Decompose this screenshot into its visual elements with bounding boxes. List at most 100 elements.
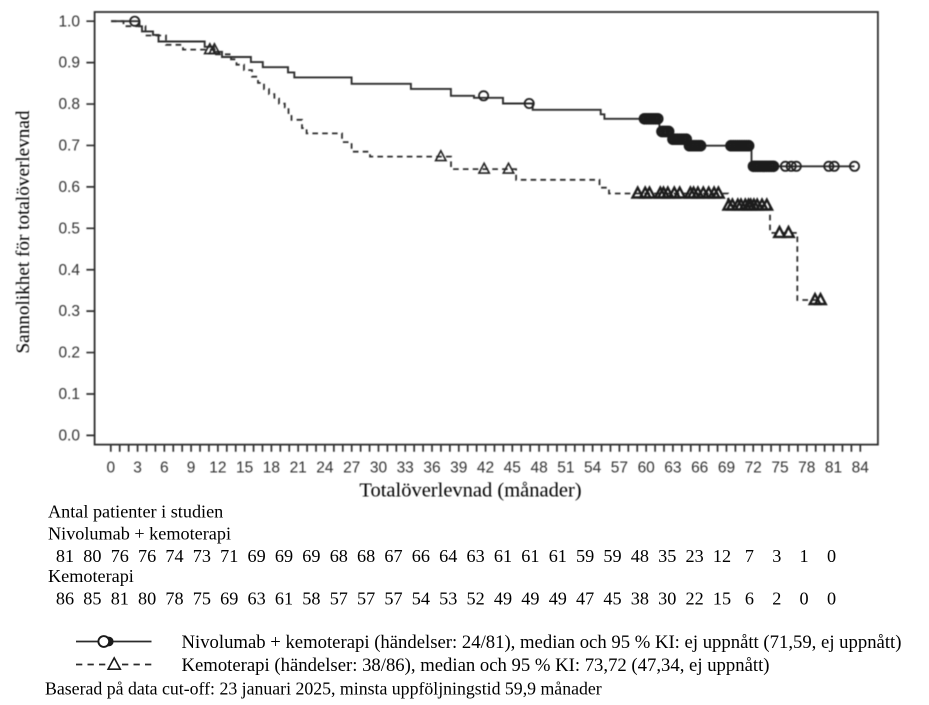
svg-text:47: 47 (576, 589, 594, 609)
svg-text:27: 27 (343, 459, 360, 476)
svg-text:57: 57 (384, 589, 402, 609)
svg-text:61: 61 (494, 546, 512, 566)
svg-text:21: 21 (290, 459, 307, 476)
svg-text:12: 12 (713, 546, 731, 566)
svg-text:0.9: 0.9 (58, 55, 80, 72)
svg-text:3: 3 (772, 546, 781, 566)
svg-text:0.1: 0.1 (58, 386, 80, 403)
svg-text:Totalöverlevnad (månader): Totalöverlevnad (månader) (359, 480, 581, 502)
svg-text:53: 53 (439, 589, 457, 609)
svg-text:Antal patienter i studien: Antal patienter i studien (48, 502, 223, 522)
svg-text:84: 84 (852, 459, 870, 476)
svg-text:86: 86 (56, 589, 74, 609)
svg-text:23: 23 (686, 546, 704, 566)
svg-text:0: 0 (106, 459, 115, 476)
svg-text:1: 1 (800, 546, 809, 566)
svg-text:45: 45 (603, 589, 621, 609)
svg-text:35: 35 (658, 546, 676, 566)
svg-text:0.0: 0.0 (58, 427, 80, 444)
svg-text:0.4: 0.4 (58, 262, 80, 279)
svg-text:0.8: 0.8 (58, 96, 80, 113)
svg-text:69: 69 (718, 459, 735, 476)
svg-text:85: 85 (83, 589, 101, 609)
svg-text:30: 30 (370, 459, 388, 476)
svg-text:67: 67 (384, 546, 402, 566)
svg-text:6: 6 (160, 459, 169, 476)
svg-text:61: 61 (275, 589, 293, 609)
svg-text:69: 69 (302, 546, 320, 566)
svg-text:81: 81 (825, 459, 842, 476)
svg-text:63: 63 (467, 546, 485, 566)
svg-text:0.7: 0.7 (58, 138, 80, 155)
svg-text:75: 75 (193, 589, 211, 609)
svg-text:0.6: 0.6 (58, 179, 80, 196)
svg-text:7: 7 (745, 546, 754, 566)
svg-text:48: 48 (530, 459, 547, 476)
svg-text:15: 15 (236, 459, 253, 476)
svg-text:78: 78 (165, 589, 183, 609)
svg-text:49: 49 (494, 589, 512, 609)
svg-text:80: 80 (83, 546, 101, 566)
svg-text:75: 75 (771, 459, 788, 476)
svg-text:24: 24 (316, 459, 334, 476)
svg-text:61: 61 (549, 546, 567, 566)
svg-text:76: 76 (138, 546, 156, 566)
svg-text:0.2: 0.2 (58, 345, 80, 362)
svg-text:64: 64 (439, 546, 457, 566)
svg-text:Nivolumab + kemoterapi: Nivolumab + kemoterapi (48, 524, 231, 544)
svg-text:66: 66 (412, 546, 430, 566)
svg-text:57: 57 (611, 459, 628, 476)
svg-text:59: 59 (603, 546, 621, 566)
svg-text:12: 12 (209, 459, 226, 476)
svg-text:49: 49 (521, 589, 539, 609)
svg-text:Sannolikhet för totalöverlevna: Sannolikhet för totalöverlevnad (13, 110, 34, 353)
svg-text:59: 59 (576, 546, 594, 566)
svg-text:74: 74 (165, 546, 183, 566)
svg-text:36: 36 (423, 459, 440, 476)
svg-text:Kemoterapi (händelser: 38/86),: Kemoterapi (händelser: 38/86), median oc… (182, 655, 770, 676)
svg-text:69: 69 (220, 589, 238, 609)
svg-text:81: 81 (56, 546, 74, 566)
svg-text:2: 2 (772, 589, 781, 609)
svg-text:78: 78 (798, 459, 815, 476)
svg-text:0.5: 0.5 (58, 220, 80, 237)
svg-text:30: 30 (658, 589, 676, 609)
svg-text:51: 51 (557, 459, 574, 476)
svg-text:Nivolumab + kemoterapi (händel: Nivolumab + kemoterapi (händelser: 24/81… (182, 632, 902, 653)
svg-text:81: 81 (111, 589, 129, 609)
svg-text:48: 48 (631, 546, 649, 566)
svg-text:15: 15 (713, 589, 731, 609)
svg-text:63: 63 (248, 589, 266, 609)
svg-text:0: 0 (827, 589, 836, 609)
svg-text:68: 68 (357, 546, 375, 566)
svg-text:Baserad på data cut-off: 23 ja: Baserad på data cut-off: 23 januari 2025… (45, 679, 602, 699)
svg-text:68: 68 (330, 546, 348, 566)
svg-text:6: 6 (745, 589, 754, 609)
svg-text:42: 42 (477, 459, 494, 476)
svg-text:54: 54 (412, 589, 430, 609)
svg-text:22: 22 (686, 589, 704, 609)
svg-text:1.0: 1.0 (58, 13, 80, 30)
svg-text:3: 3 (133, 459, 142, 476)
svg-text:52: 52 (467, 589, 485, 609)
svg-text:9: 9 (187, 459, 196, 476)
svg-text:63: 63 (664, 459, 681, 476)
svg-text:66: 66 (691, 459, 708, 476)
svg-text:72: 72 (745, 459, 762, 476)
svg-text:58: 58 (302, 589, 320, 609)
svg-text:18: 18 (263, 459, 280, 476)
svg-text:0.3: 0.3 (58, 303, 80, 320)
svg-text:Kemoterapi: Kemoterapi (48, 566, 134, 586)
svg-text:73: 73 (193, 546, 211, 566)
svg-text:57: 57 (357, 589, 375, 609)
svg-text:45: 45 (504, 459, 521, 476)
svg-text:69: 69 (275, 546, 293, 566)
svg-text:80: 80 (138, 589, 156, 609)
svg-text:39: 39 (450, 459, 467, 476)
svg-text:76: 76 (111, 546, 129, 566)
svg-text:54: 54 (584, 459, 602, 476)
svg-text:61: 61 (521, 546, 539, 566)
svg-text:0: 0 (827, 546, 836, 566)
svg-text:49: 49 (549, 589, 567, 609)
svg-text:69: 69 (248, 546, 266, 566)
